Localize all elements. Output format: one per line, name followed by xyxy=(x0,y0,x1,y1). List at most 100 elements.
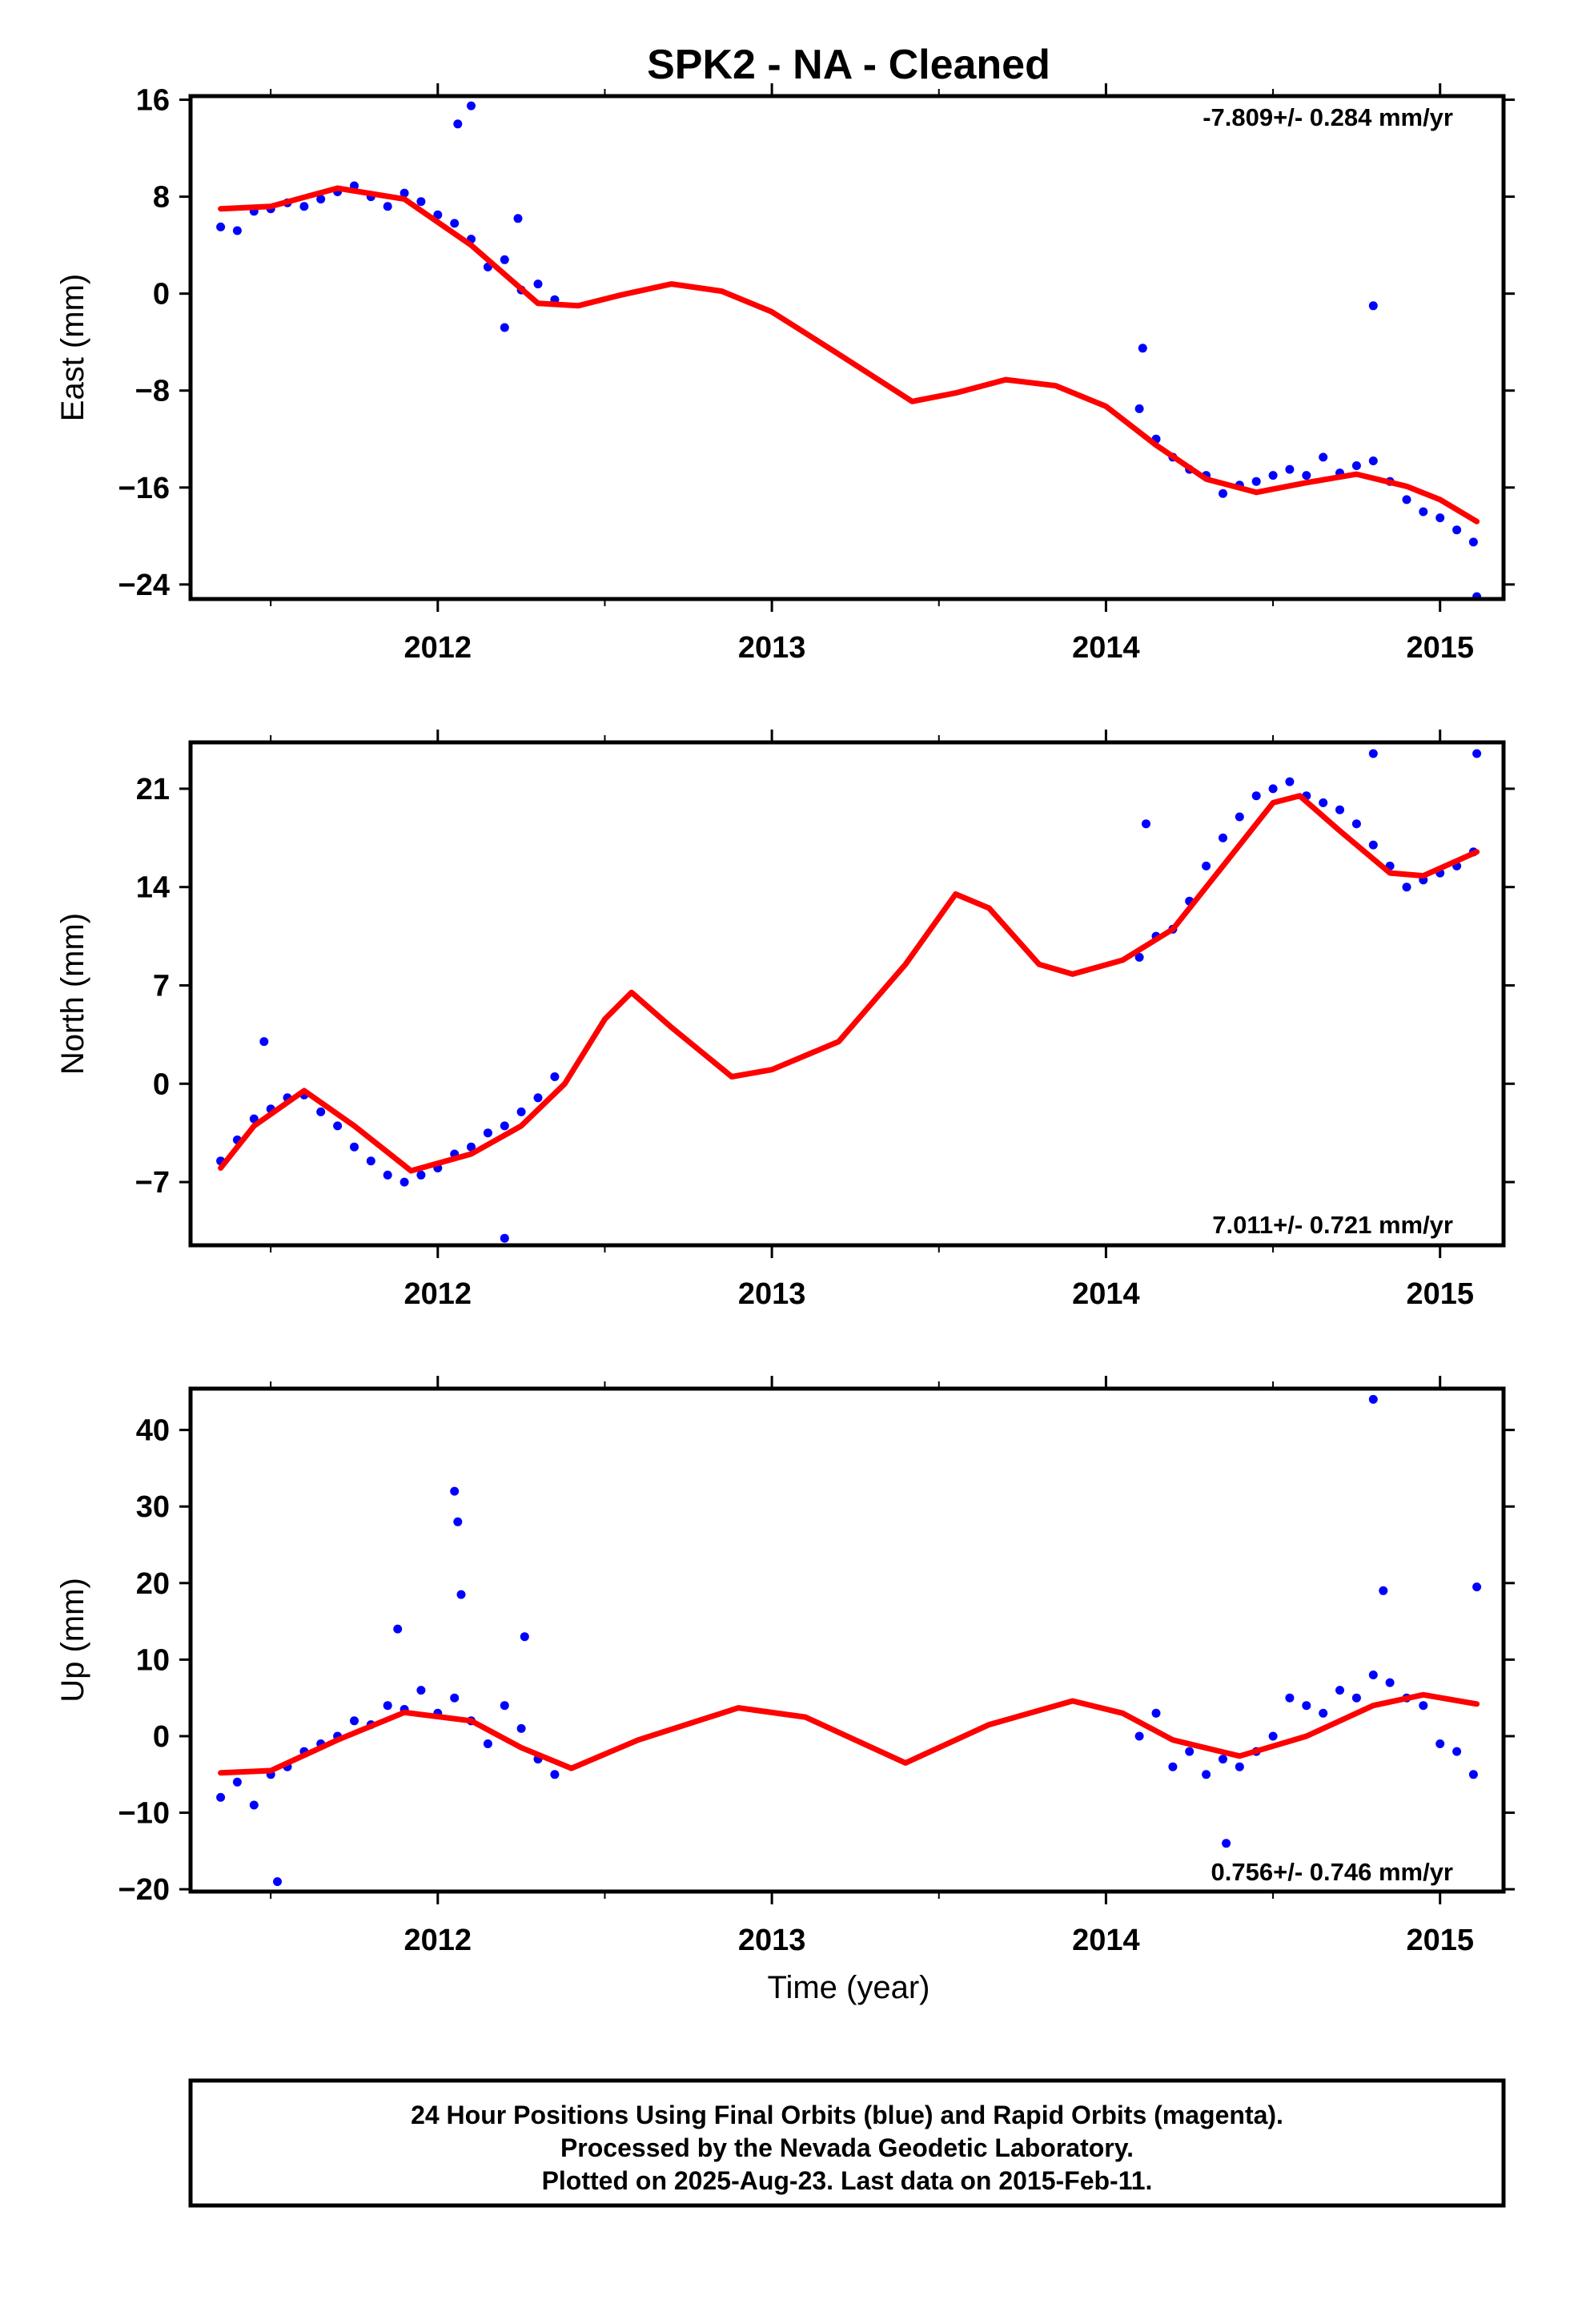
up-data-point xyxy=(1285,1693,1295,1703)
up-y-tick-label: 0 xyxy=(153,1720,170,1754)
east-x-tick-label: 2014 xyxy=(1072,631,1140,665)
up-data-point xyxy=(1319,1708,1328,1718)
east-data-point xyxy=(1435,513,1445,523)
east-data-point xyxy=(500,323,509,332)
north-data-point xyxy=(500,1121,509,1131)
north-y-tick-label: −7 xyxy=(135,1166,170,1200)
east-data-point xyxy=(433,210,443,219)
east-data-point xyxy=(400,188,409,198)
east-data-point xyxy=(383,202,392,211)
north-data-point xyxy=(1142,819,1150,829)
east-data-point xyxy=(316,195,326,204)
up-fit-curve xyxy=(218,1691,1480,1776)
up-plot-frame xyxy=(188,1386,1506,1894)
north-data-point xyxy=(1235,812,1244,822)
up-data-point xyxy=(450,1486,460,1496)
east-data-point xyxy=(1368,301,1378,311)
up-data-point xyxy=(1335,1686,1344,1695)
north-data-point xyxy=(400,1177,409,1187)
up-data-point xyxy=(1268,1731,1278,1741)
up-data-point xyxy=(1368,1671,1378,1679)
up-y-tick-label: −10 xyxy=(118,1797,170,1831)
east-panel: 16 8 0 −8 −16 −24 2012 2013 2014 2015 East (mm) -7.… xyxy=(55,83,1515,665)
east-data-point xyxy=(1219,489,1227,498)
east-y-tick-label: −16 xyxy=(118,472,170,505)
up-y-axis-label: Up (mm) xyxy=(55,1578,90,1703)
north-x-tick-label: 2014 xyxy=(1072,1277,1140,1311)
east-y-tick-label: −24 xyxy=(118,569,170,602)
up-data-point xyxy=(1452,1747,1462,1756)
north-data-point xyxy=(1134,952,1144,962)
east-data-point xyxy=(232,226,242,235)
north-data-point xyxy=(1472,749,1482,758)
north-data-point xyxy=(1368,749,1378,758)
east-data-point xyxy=(1268,471,1278,480)
up-data-point xyxy=(1435,1739,1445,1748)
north-data-point xyxy=(1219,833,1227,842)
up-data-point xyxy=(483,1739,492,1748)
north-rate-label: 7.011+/- 0.721 mm/yr xyxy=(1212,1211,1453,1239)
north-panel: 21 14 7 0 −7 2012 2013 2014 2015 North (mm) 7.011+… xyxy=(55,730,1515,1311)
up-data-point xyxy=(1222,1839,1231,1848)
up-data-point xyxy=(273,1877,282,1887)
east-x-tick-label: 2013 xyxy=(738,631,806,665)
up-data-point xyxy=(1219,1755,1227,1764)
east-data-point xyxy=(500,255,509,264)
footer-box xyxy=(188,2078,1506,2208)
east-data-point xyxy=(1285,464,1295,474)
east-data-point xyxy=(1138,344,1147,353)
north-y-tick-label: 0 xyxy=(153,1068,170,1101)
up-data-point xyxy=(516,1723,526,1733)
north-y-tick-label: 14 xyxy=(136,871,170,905)
north-data-point xyxy=(1368,840,1378,850)
north-data-point xyxy=(550,1072,560,1081)
north-data-point xyxy=(1351,819,1361,829)
north-data-point xyxy=(1202,861,1211,870)
north-data-point xyxy=(1251,791,1261,801)
north-data-point xyxy=(333,1121,343,1131)
up-data-point xyxy=(249,1800,259,1810)
x-axis-label: Time (year) xyxy=(768,1970,930,2005)
north-data-point xyxy=(467,1142,476,1152)
up-data-point xyxy=(1134,1731,1144,1741)
footer-line-3: Plotted on 2025-Aug-23. Last data on 201… xyxy=(542,2166,1153,2195)
north-x-tick-label: 2015 xyxy=(1406,1277,1474,1311)
east-data-point xyxy=(299,202,309,211)
footer-line-1: 24 Hour Positions Using Final Orbits (bl… xyxy=(411,2101,1283,2129)
up-data-point xyxy=(416,1686,426,1695)
east-data-point xyxy=(1368,456,1378,465)
up-y-tick-label: −20 xyxy=(118,1873,170,1907)
up-data-point xyxy=(1368,1394,1378,1404)
east-data-point xyxy=(1351,461,1361,470)
north-data-point xyxy=(316,1107,326,1116)
north-data-point xyxy=(383,1170,392,1180)
north-data-point xyxy=(350,1142,359,1152)
up-data-point xyxy=(500,1701,509,1711)
up-x-tick-label: 2014 xyxy=(1072,1924,1140,1957)
east-data-point xyxy=(450,219,460,228)
up-data-point xyxy=(1419,1701,1428,1711)
up-y-tick-label: 20 xyxy=(136,1567,170,1601)
east-y-tick-label: 16 xyxy=(136,84,170,118)
east-data-point xyxy=(453,119,463,129)
east-y-tick-label: 8 xyxy=(153,181,170,215)
north-data-point xyxy=(1402,883,1411,892)
east-data-point xyxy=(533,279,543,289)
east-y-axis-label: East (mm) xyxy=(55,274,90,421)
north-data-point xyxy=(483,1128,492,1138)
east-x-tick-label: 2015 xyxy=(1406,631,1474,665)
up-data-point xyxy=(232,1777,242,1787)
up-data-point xyxy=(1235,1762,1244,1771)
east-data-point xyxy=(1419,507,1428,517)
chart-title: SPK2 - NA - Cleaned xyxy=(647,42,1050,88)
east-x-tick-label: 2012 xyxy=(404,631,472,665)
north-data-point xyxy=(1285,777,1295,786)
up-data-point xyxy=(550,1770,560,1779)
up-data-point xyxy=(1168,1762,1178,1771)
east-data-point xyxy=(1302,471,1311,480)
up-x-tick-label: 2013 xyxy=(738,1924,806,1957)
north-data-point xyxy=(533,1093,543,1103)
up-data-point xyxy=(393,1624,403,1634)
east-data-point xyxy=(1468,537,1478,547)
